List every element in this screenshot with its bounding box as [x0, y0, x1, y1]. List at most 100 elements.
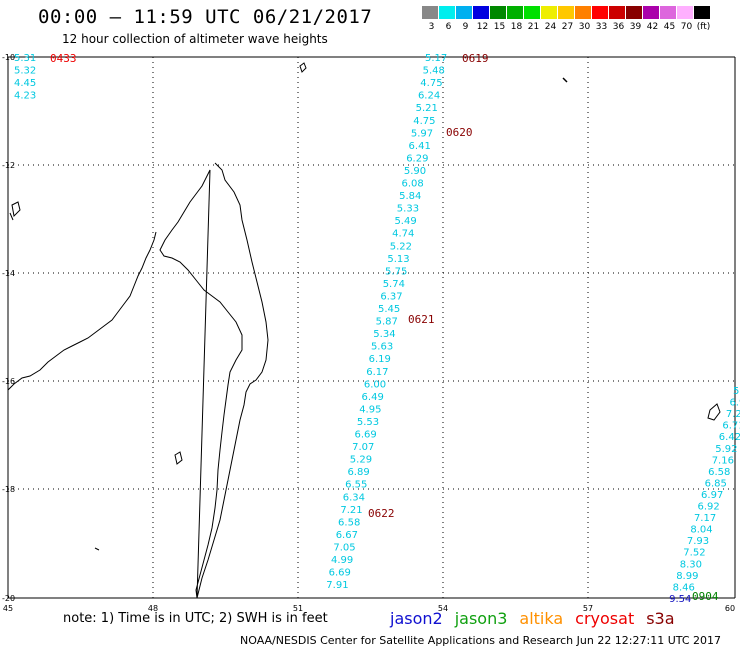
islet-small-1: [94, 451, 183, 551]
wave-height-value: 6.97: [701, 490, 723, 501]
wave-height-value: 4.75: [420, 78, 442, 89]
credit-footer: NOAA/NESDIS Center for Satellite Applica…: [240, 634, 722, 647]
wave-height-value: 5: [733, 386, 739, 397]
color-scale-label: 45: [663, 22, 676, 32]
map-subtitle: 12 hour collection of altimeter wave hei…: [62, 32, 328, 46]
color-scale-label: 18: [510, 22, 523, 32]
color-scale-swatch: [456, 6, 473, 19]
pass-time-label: 0621: [408, 313, 435, 326]
wave-height-value: 4.23: [14, 91, 36, 102]
wave-height-value: 6.19: [369, 354, 391, 365]
color-scale-swatch: [592, 6, 609, 19]
island-comoros: [9, 201, 21, 221]
wave-height-value: 6.92: [698, 502, 720, 513]
legend-entry-jason3: jason3: [454, 609, 508, 628]
legend-entry-jason2: jason2: [390, 609, 443, 628]
color-scale-swatch: [541, 6, 558, 19]
color-scale-label: 42: [646, 22, 659, 32]
color-scale-label: 36: [612, 22, 625, 32]
wave-height-value: 5.33: [397, 204, 419, 215]
lat-tick-label: -16: [2, 377, 15, 386]
time-labels: 0433 0619 0620 0621 0622 0904: [50, 52, 719, 603]
lon-tick-label: 57: [583, 604, 593, 613]
color-scale-label: 9: [462, 22, 469, 32]
pass-time-label: 0622: [368, 507, 395, 520]
wave-height-value: 6.58: [338, 517, 360, 528]
wave-height-value: 5.34: [373, 329, 395, 340]
color-scale-swatch: [490, 6, 507, 19]
wave-height-value: 5.49: [394, 216, 416, 227]
wave-height-value: 6.17: [366, 367, 388, 378]
color-scale-swatch: [473, 6, 490, 19]
wave-height-value: 6.08: [402, 179, 424, 190]
lon-tick-label: 54: [438, 604, 448, 613]
color-scale-swatch: [524, 6, 541, 19]
color-scale-label: 3: [428, 22, 435, 32]
wave-height-value: 8.04: [690, 525, 712, 536]
color-scale-label: 27: [561, 22, 574, 32]
wave-height-value: 4.75: [413, 116, 435, 127]
legend-entry-altika: altika: [519, 609, 564, 628]
wave-height-value: 6.29: [406, 153, 428, 164]
color-scale-labels: 3 6 9 12 15 18 21 24 27 30 33 36 39 42 45 70 (ft): [422, 22, 740, 34]
color-scale-label: 30: [578, 22, 591, 32]
color-scale-swatch: [575, 6, 592, 19]
pass-time-label: 0620: [446, 126, 473, 139]
wave-height-value: 7.91: [326, 580, 348, 591]
wave-height-value: 7.16: [712, 455, 734, 466]
footnote: note: 1) Time is in UTC; 2) SWH is in fe…: [63, 611, 328, 626]
wave-height-value: 7.05: [333, 542, 355, 553]
color-scale-swatch: [677, 6, 694, 19]
color-scale-swatch: [609, 6, 626, 19]
wave-height-value: 6.00: [364, 379, 386, 390]
lon-tick-label: 51: [293, 604, 303, 613]
color-scale-swatch: [439, 6, 456, 19]
color-scale-label: 39: [629, 22, 642, 32]
wave-height-value: 5.22: [390, 241, 412, 252]
wave-height-value: 6.89: [347, 467, 369, 478]
island-tromelin: [562, 77, 568, 83]
wave-height-value: 6.9: [729, 398, 740, 409]
wave-height-value: 4.95: [359, 404, 381, 415]
island-mayotte: [299, 62, 307, 73]
wave-height-value: 8.46: [673, 582, 695, 593]
lat-tick-label: -12: [2, 161, 15, 170]
color-scale-swatch: [694, 6, 711, 19]
wave-height-value: 7.52: [683, 548, 705, 559]
wave-height-value: 5.97: [411, 128, 433, 139]
wave-height-value: 5.13: [387, 254, 409, 265]
wave-height-value: 6.69: [355, 430, 377, 441]
wave-height-value: 5.21: [416, 103, 438, 114]
color-scale-label: 24: [544, 22, 557, 32]
wave-height-value: 8.99: [676, 571, 698, 582]
wave-height-value: 5.32: [14, 66, 36, 77]
wave-height-value: 6.85: [705, 478, 727, 489]
wave-height-value: 5.63: [371, 342, 393, 353]
color-scale-label: 33: [595, 22, 608, 32]
wave-height-value: 8.30: [680, 559, 702, 570]
wave-height-value: 5.17: [425, 53, 447, 64]
legend-entry-s3a: s3a: [646, 609, 675, 628]
wave-height-value: 5.90: [404, 166, 426, 177]
color-scale-label: 15: [493, 22, 506, 32]
color-scale-bar: [422, 6, 711, 19]
wave-height-value: 6.24: [418, 91, 440, 102]
wave-height-value: 6.49: [362, 392, 384, 403]
color-scale-label: (ft): [696, 22, 711, 32]
wave-height-value: 5.29: [350, 455, 372, 466]
wave-height-value: 7.21: [340, 505, 362, 516]
lat-tick-label: -20: [2, 594, 15, 603]
wave-height-value: 6.69: [329, 568, 351, 579]
wave-height-value: 6.55: [345, 480, 367, 491]
color-scale-label: 70: [680, 22, 693, 32]
lon-tick-label: 48: [148, 604, 158, 613]
satellite-legend: jason2 jason3 altika cryosat s3a: [390, 609, 687, 628]
wave-height-value: 6.71: [722, 421, 740, 432]
wave-height-tracks: 5.315.324.454.235.175.484.756.245.214.75…: [14, 53, 740, 605]
wave-height-value: 7.2: [726, 409, 740, 420]
wave-height-value: 5.31: [14, 53, 36, 64]
color-scale-label: 6: [445, 22, 452, 32]
legend-entry-cryosat: cryosat: [575, 609, 635, 628]
map-title: 00:00 – 11:59 UTC 06/21/2017: [38, 6, 373, 28]
